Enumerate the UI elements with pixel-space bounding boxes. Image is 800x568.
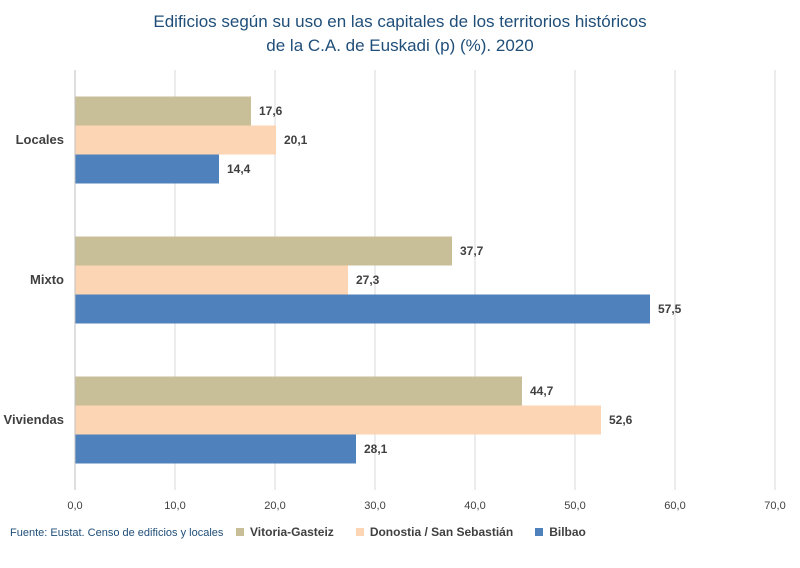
- category-label: Viviendas: [4, 412, 64, 427]
- legend-item-bilbao: Bilbao: [535, 525, 586, 539]
- legend-swatch-donostia: [355, 528, 364, 536]
- x-tick-label: 50,0: [564, 500, 585, 512]
- legend-label-bilbao: Bilbao: [549, 525, 586, 539]
- category-label: Mixto: [30, 272, 64, 287]
- x-tick-label: 10,0: [164, 500, 185, 512]
- chart-title-line-2: de la C.A. de Euskadi (p) (%). 2020: [266, 36, 534, 55]
- bar: [75, 154, 219, 184]
- x-tick-label: 20,0: [264, 500, 285, 512]
- data-label: 28,1: [364, 442, 388, 456]
- bar: [75, 405, 601, 435]
- source-note: Fuente: Eustat. Censo de edificios y loc…: [10, 527, 224, 539]
- legend-label-vitoria-gasteiz: Vitoria-Gasteiz: [250, 525, 334, 539]
- bar: [75, 265, 348, 295]
- bar: [75, 236, 452, 266]
- chart-title: Edificios según su uso en las capitales …: [0, 10, 800, 58]
- chart-footer: Fuente: Eustat. Censo de edificios y loc…: [0, 523, 800, 543]
- legend-swatch-bilbao: [535, 528, 544, 536]
- legend-item-donostia: Donostia / San Sebastián: [355, 525, 514, 539]
- x-tick-label: 0,0: [67, 500, 82, 512]
- legend: Vitoria-Gasteiz Donostia / San Sebastián…: [236, 525, 586, 539]
- x-tick-label: 60,0: [664, 500, 685, 512]
- bar: [75, 376, 522, 406]
- data-label: 27,3: [356, 273, 380, 287]
- chart-title-line-1: Edificios según su uso en las capitales …: [153, 12, 647, 31]
- x-tick-label: 40,0: [464, 500, 485, 512]
- legend-label-donostia: Donostia / San Sebastián: [369, 525, 514, 539]
- data-label: 52,6: [609, 413, 633, 427]
- bar: [75, 294, 650, 324]
- bar: [75, 434, 356, 464]
- data-label: 17,6: [259, 104, 283, 118]
- data-label: 57,5: [658, 302, 682, 316]
- x-tick-label: 70,0: [764, 500, 785, 512]
- legend-item-vitoria-gasteiz: Vitoria-Gasteiz: [236, 525, 334, 539]
- data-label: 37,7: [460, 244, 484, 258]
- bar: [75, 96, 251, 126]
- legend-swatch-vitoria-gasteiz: [236, 528, 244, 536]
- category-label: Locales: [16, 132, 64, 147]
- bar: [75, 125, 276, 155]
- data-label: 14,4: [227, 162, 251, 176]
- data-label: 20,1: [284, 133, 308, 147]
- data-label: 44,7: [530, 384, 554, 398]
- x-tick-label: 30,0: [364, 500, 385, 512]
